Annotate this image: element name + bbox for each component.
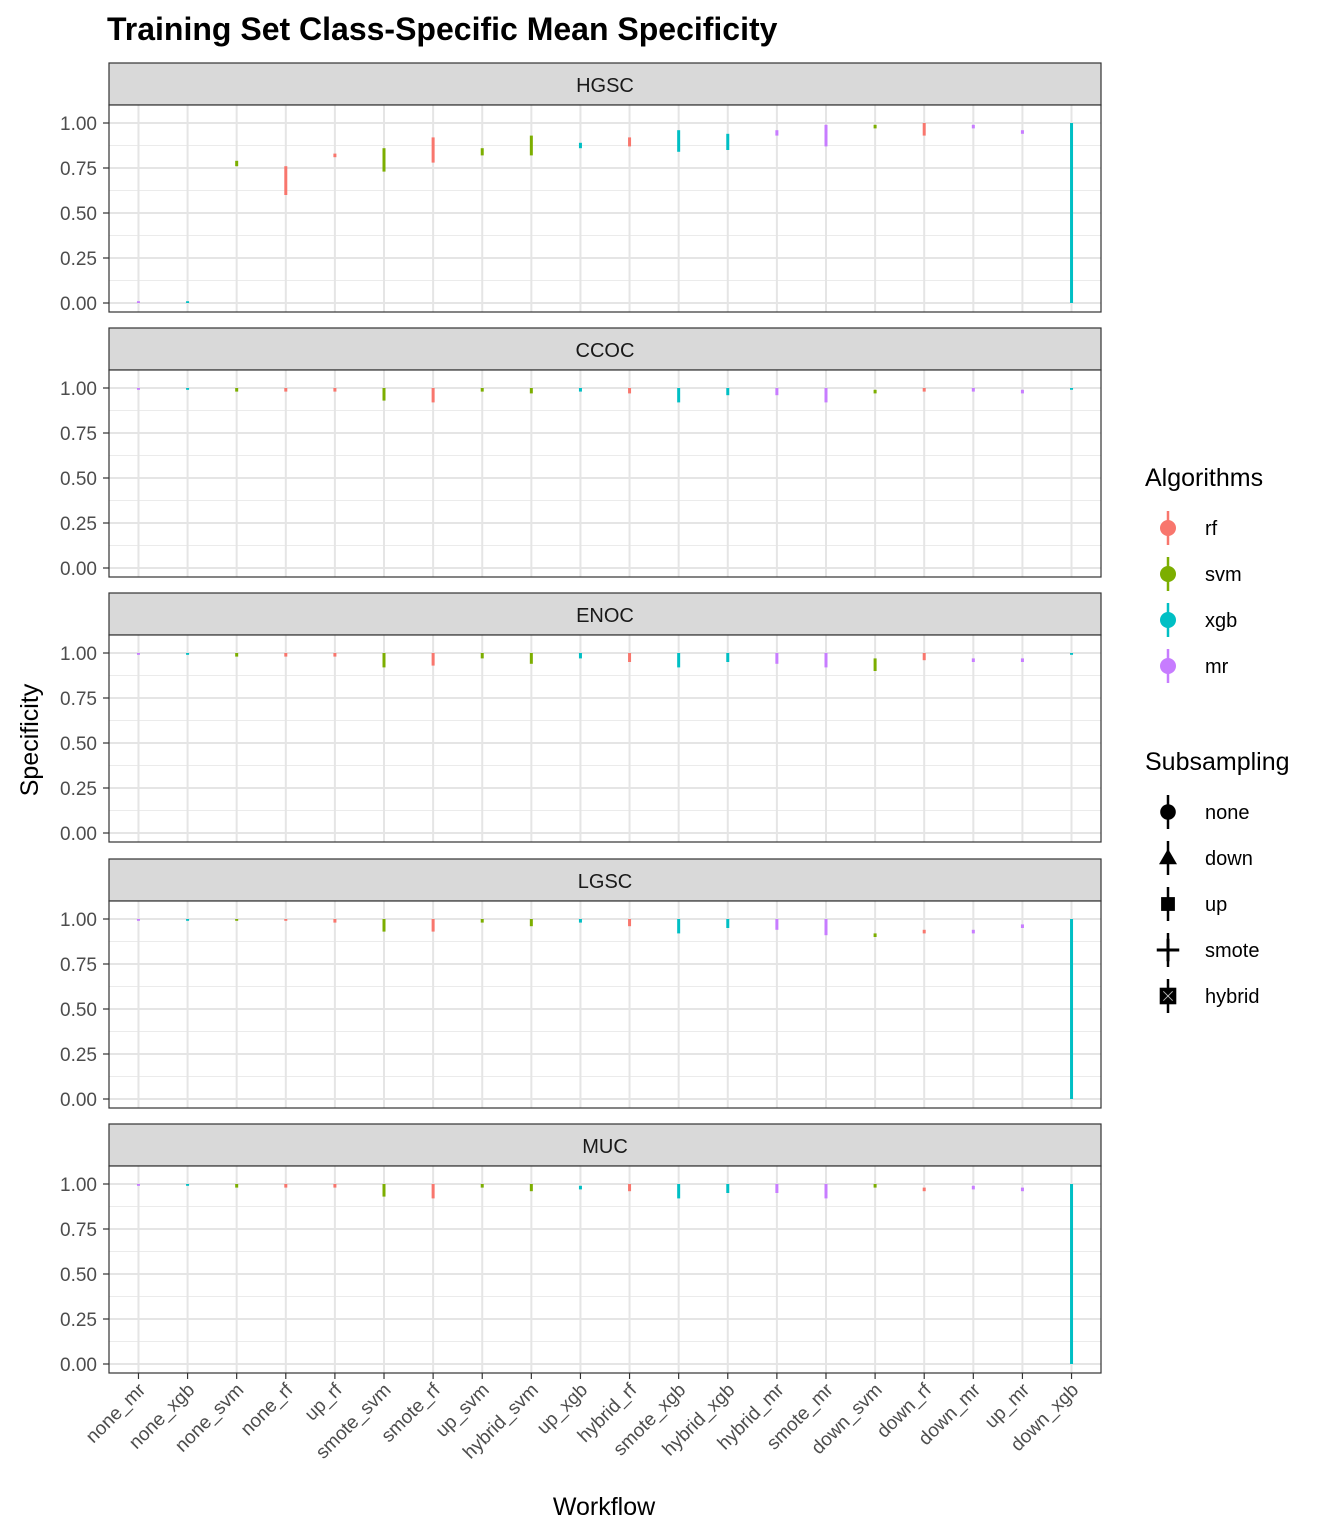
legend-key-point [1160,566,1176,582]
y-tick-label: 0.75 [60,955,97,976]
legend-algorithms-title: Algorithms [1145,464,1263,492]
facet-strip [108,327,1102,371]
x-axis-title: Workflow [553,1493,656,1521]
facet-panel-lgsc: LGSC 0.00 0.25 0.50 0.75 1.00 [60,858,1102,1111]
legend-algorithms: Algorithms rf svm xgb mr [1145,464,1263,683]
facet-strip [108,592,1102,636]
y-tick-label: 0.25 [60,1045,97,1066]
panel-background [109,635,1101,842]
legend-algorithm-label: rf [1205,518,1218,540]
legend-key-shape [1160,804,1176,820]
legend-key-point [1160,658,1176,674]
panel-background [109,105,1101,312]
legend-subsampling-label: hybrid [1205,986,1259,1008]
boxed-x-diag-b [1162,990,1174,1002]
panel-border [108,369,1102,578]
y-tick-label: 0.25 [60,779,97,800]
panel-border [108,1165,1102,1374]
legend-key-shape [1156,938,1180,962]
legend-subsampling: Subsampling none down up smote hybrid [1145,748,1290,1013]
y-tick-label: 0.75 [60,159,97,180]
y-tick-label: 0.00 [60,824,97,845]
facet-strip [108,1123,1102,1167]
facet-strip-label: ENOC [576,605,634,627]
facet-panel-hgsc: HGSC 0.00 0.25 0.50 0.75 1.00 [60,62,1102,315]
panel-border [108,900,1102,1109]
y-tick-label: 0.75 [60,424,97,445]
legend-key-point [1160,520,1176,536]
y-tick-label: 0.00 [60,1355,97,1376]
y-tick-label: 1.00 [60,114,97,135]
y-tick-label: 1.00 [60,644,97,665]
panel-border [108,634,1102,843]
y-tick-label: 0.50 [60,1265,97,1286]
y-axis-title: Specificity [16,683,44,796]
legend-algorithm-label: xgb [1205,610,1237,632]
y-tick-label: 0.75 [60,1220,97,1241]
y-tick-label: 0.25 [60,514,97,535]
y-tick-label: 0.00 [60,1090,97,1111]
legend-subsampling-label: none [1205,802,1250,824]
x-tick-label: up_rf [301,1379,347,1425]
legend-key-shape [1159,848,1177,865]
y-tick-label: 0.00 [60,294,97,315]
facet-strip [108,62,1102,106]
y-tick-label: 0.25 [60,1310,97,1331]
panel-border [108,104,1102,313]
facet-strip-label: CCOC [576,340,635,362]
legend-algorithm-label: mr [1205,656,1229,678]
facet-panels: HGSC 0.00 0.25 0.50 0.75 1.00 CCOC 0.00 0.25 0.50… [60,62,1102,1376]
panel-background [109,1166,1101,1373]
y-tick-label: 1.00 [60,910,97,931]
chart-title: Training Set Class-Specific Mean Specifi… [107,11,778,47]
y-tick-label: 0.50 [60,204,97,225]
facet-panel-ccoc: CCOC 0.00 0.25 0.50 0.75 1.00 [60,327,1102,580]
legend-key-shape [1161,897,1175,911]
x-tick-label: none_rf [237,1379,298,1440]
panel-background [109,901,1101,1108]
legend-subsampling-label: down [1205,848,1253,870]
y-tick-label: 1.00 [60,1175,97,1196]
y-tick-label: 1.00 [60,379,97,400]
facet-strip-label: MUC [582,1136,628,1158]
panel-background [109,370,1101,577]
y-tick-label: 0.25 [60,249,97,270]
facet-strip-label: LGSC [578,871,632,893]
y-tick-label: 0.50 [60,734,97,755]
legend-subsampling-label: up [1205,894,1227,916]
facet-strip-label: HGSC [576,75,634,97]
y-tick-label: 0.50 [60,1000,97,1021]
legend-key-point [1160,612,1176,628]
legend-key-shape [1159,987,1177,1005]
legend-algorithm-label: svm [1205,564,1242,586]
legend-subsampling-label: smote [1205,940,1259,962]
facet-panel-muc: MUC 0.00 0.25 0.50 0.75 1.00 [60,1123,1102,1376]
legend-subsampling-title: Subsampling [1145,748,1290,776]
facet-panel-enoc: ENOC 0.00 0.25 0.50 0.75 1.00 [60,592,1102,845]
y-tick-label: 0.00 [60,559,97,580]
y-tick-label: 0.50 [60,469,97,490]
facet-strip [108,858,1102,902]
y-tick-label: 0.75 [60,689,97,710]
